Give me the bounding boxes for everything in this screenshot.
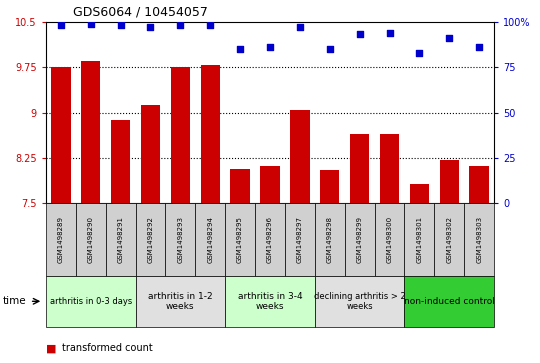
Text: GSM1498297: GSM1498297 (297, 216, 303, 263)
Point (385, 30, 394, 36)
Text: GSM1498293: GSM1498293 (177, 216, 184, 263)
Bar (76, 203, 106, 276)
Bar (380, 134, 399, 203)
Text: non-induced control: non-induced control (404, 297, 495, 306)
Bar (46, 203, 76, 276)
Bar (350, 134, 369, 203)
Text: declining arthritis > 2
weeks: declining arthritis > 2 weeks (314, 291, 406, 311)
Bar (404, 203, 434, 276)
Text: ■: ■ (46, 343, 56, 354)
Text: arthritis in 0-3 days: arthritis in 0-3 days (50, 297, 132, 306)
Bar (195, 203, 225, 276)
Text: GSM1498302: GSM1498302 (446, 216, 453, 263)
Text: GSM1498291: GSM1498291 (118, 216, 124, 263)
Text: GSM1498303: GSM1498303 (476, 216, 482, 263)
Text: GSM1498301: GSM1498301 (416, 216, 422, 263)
Point (326, 46, 334, 52)
Bar (136, 276, 225, 327)
Point (236, 46, 245, 52)
Bar (464, 203, 494, 276)
Bar (231, 170, 250, 203)
Text: transformed count: transformed count (62, 343, 153, 354)
Text: GSM1498298: GSM1498298 (327, 216, 333, 263)
Text: GSM1498296: GSM1498296 (267, 216, 273, 263)
Point (146, 24, 155, 30)
Bar (51, 66, 71, 203)
Text: GDS6064 / 10454057: GDS6064 / 10454057 (73, 5, 208, 18)
Point (295, 24, 304, 30)
Bar (375, 203, 404, 276)
Bar (225, 203, 255, 276)
Bar (404, 276, 494, 327)
Bar (469, 166, 489, 203)
Bar (320, 170, 340, 203)
Point (415, 50, 424, 56)
Bar (434, 203, 464, 276)
Text: GSM1498299: GSM1498299 (356, 216, 363, 263)
Text: GSM1498300: GSM1498300 (387, 216, 393, 263)
Bar (200, 65, 220, 203)
Bar (285, 203, 315, 276)
Bar (106, 203, 136, 276)
Point (116, 23, 125, 28)
Point (355, 32, 364, 37)
Bar (81, 61, 100, 203)
Text: GSM1498294: GSM1498294 (207, 216, 213, 263)
Point (445, 35, 454, 41)
Bar (315, 203, 345, 276)
Bar (165, 203, 195, 276)
Bar (46, 276, 136, 327)
Text: arthritis in 3-4
weeks: arthritis in 3-4 weeks (238, 291, 302, 311)
Point (206, 23, 214, 28)
Bar (290, 110, 309, 203)
Bar (111, 120, 130, 203)
Text: arthritis in 1-2
weeks: arthritis in 1-2 weeks (148, 291, 213, 311)
Text: GSM1498289: GSM1498289 (58, 216, 64, 263)
Text: GSM1498290: GSM1498290 (87, 216, 94, 263)
Text: GSM1498295: GSM1498295 (237, 216, 243, 263)
Bar (141, 105, 160, 203)
Point (86, 21, 95, 26)
Point (176, 23, 185, 28)
Text: time: time (3, 296, 26, 306)
Text: GSM1498292: GSM1498292 (147, 216, 153, 263)
Bar (225, 276, 315, 327)
Bar (136, 203, 165, 276)
Bar (171, 67, 190, 203)
Point (57, 23, 65, 28)
Point (266, 44, 274, 50)
Bar (315, 276, 404, 327)
Bar (260, 166, 280, 203)
Point (475, 44, 483, 50)
Bar (255, 203, 285, 276)
Bar (345, 203, 375, 276)
Bar (440, 160, 459, 203)
Bar (410, 184, 429, 203)
